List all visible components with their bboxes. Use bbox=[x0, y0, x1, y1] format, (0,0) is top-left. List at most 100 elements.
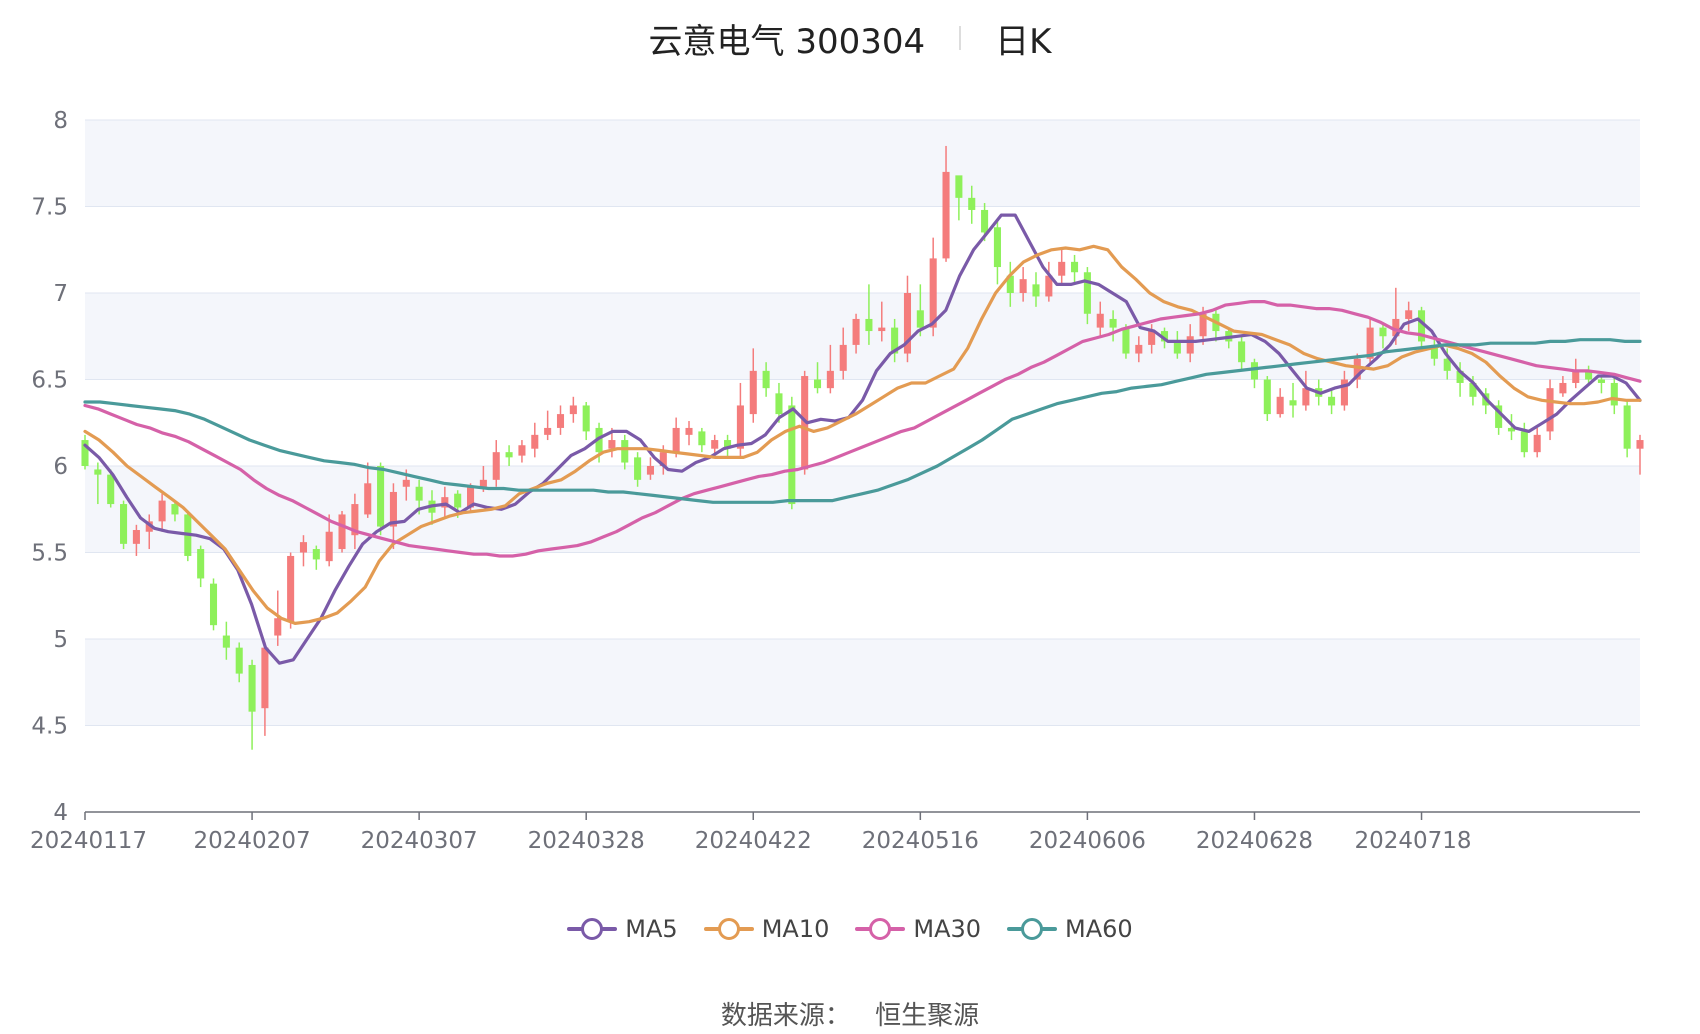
legend-item-ma60[interactable]: MA60 bbox=[1007, 915, 1133, 943]
candle bbox=[377, 462, 385, 536]
candle bbox=[261, 642, 269, 736]
x-tick-label: 20240422 bbox=[695, 828, 812, 854]
candle bbox=[1096, 301, 1104, 337]
candle bbox=[993, 220, 1001, 285]
candle-body bbox=[1122, 327, 1130, 354]
candle-body bbox=[1495, 405, 1503, 428]
candle bbox=[813, 362, 822, 394]
candle bbox=[1019, 267, 1027, 302]
x-tick-label: 20240718 bbox=[1354, 828, 1471, 854]
candle bbox=[1135, 336, 1143, 363]
candle-body bbox=[287, 555, 295, 622]
y-tick-label: 6 bbox=[53, 454, 68, 480]
candle bbox=[364, 462, 372, 518]
candle-body bbox=[813, 379, 822, 389]
candle-body bbox=[158, 500, 166, 522]
legend-symbol-icon bbox=[567, 917, 618, 941]
ma-line-ma10 bbox=[83, 244, 1642, 625]
chart-title-stock: 云意电气 300304 bbox=[649, 14, 926, 63]
candle bbox=[235, 642, 243, 683]
candle-body bbox=[1353, 358, 1361, 380]
candle-body bbox=[351, 504, 359, 536]
candle-body bbox=[1417, 310, 1426, 342]
candle-body bbox=[1379, 327, 1387, 337]
candle-body bbox=[479, 479, 487, 487]
legend-item-ma5[interactable]: MA5 bbox=[567, 915, 678, 943]
candle bbox=[801, 370, 809, 475]
candle-body bbox=[1559, 382, 1567, 394]
candle bbox=[1353, 353, 1361, 389]
candle bbox=[197, 545, 205, 588]
candle bbox=[878, 301, 886, 342]
candle bbox=[1610, 376, 1618, 415]
candle-body bbox=[685, 427, 693, 435]
candle bbox=[1289, 382, 1297, 418]
candle-body bbox=[891, 327, 899, 354]
candle bbox=[968, 185, 976, 224]
legend-item-ma30[interactable]: MA30 bbox=[855, 915, 981, 943]
data-source: 数据来源： 恒生聚源 bbox=[0, 995, 1700, 1032]
candle bbox=[903, 275, 912, 363]
candle bbox=[1340, 370, 1348, 411]
candle-body bbox=[1148, 331, 1156, 345]
candle-body bbox=[1186, 336, 1194, 354]
candle bbox=[826, 344, 834, 394]
candle bbox=[1058, 249, 1066, 285]
candle-body bbox=[364, 483, 372, 515]
candle bbox=[1623, 400, 1631, 458]
legend-symbol-icon bbox=[855, 917, 906, 941]
candle-body bbox=[145, 521, 153, 532]
candle-body bbox=[1430, 344, 1438, 359]
candle bbox=[1597, 376, 1605, 394]
candle-body bbox=[762, 370, 770, 389]
candle-body bbox=[595, 427, 603, 453]
candle-body bbox=[402, 479, 410, 487]
candle-body bbox=[775, 393, 783, 415]
legend-item-ma10[interactable]: MA10 bbox=[703, 915, 829, 943]
candle bbox=[441, 486, 449, 518]
candle-body bbox=[672, 427, 680, 453]
candle bbox=[788, 396, 796, 510]
candle-body bbox=[1405, 310, 1413, 319]
candle-body bbox=[788, 405, 796, 505]
ma-lines bbox=[83, 213, 1642, 665]
candle bbox=[1495, 400, 1503, 435]
candle-body bbox=[94, 469, 102, 475]
candle bbox=[634, 452, 642, 487]
candle bbox=[299, 535, 308, 567]
candle bbox=[158, 493, 166, 532]
kline-chart[interactable]: 4 4.5 5 5.5 6 6.5 7 7.5 8 20240117 20240207 2024030… bbox=[0, 0, 1700, 900]
candle bbox=[287, 552, 295, 629]
candle-body bbox=[801, 376, 809, 470]
candle-body bbox=[968, 197, 976, 210]
candle-body bbox=[492, 452, 500, 480]
candle-body bbox=[1019, 279, 1027, 293]
candle bbox=[120, 500, 128, 550]
candle bbox=[1186, 324, 1194, 363]
candle bbox=[1006, 261, 1014, 307]
legend-symbol-icon bbox=[1007, 917, 1058, 941]
candle-body bbox=[531, 434, 539, 449]
candle bbox=[865, 284, 873, 345]
candle-body bbox=[1276, 396, 1284, 415]
candle-body bbox=[826, 370, 834, 389]
candle-body bbox=[1533, 434, 1541, 453]
candle-body bbox=[518, 445, 526, 456]
candle-body bbox=[222, 635, 230, 648]
axes: 4 4.5 5 5.5 6 6.5 7 7.5 8 20240117 20240207 2024030… bbox=[30, 108, 1640, 854]
candle bbox=[248, 659, 256, 750]
candle-body bbox=[107, 474, 115, 505]
candle-body bbox=[634, 457, 642, 480]
candle bbox=[145, 514, 153, 550]
candle bbox=[1533, 427, 1541, 458]
candle bbox=[1302, 370, 1310, 411]
candle-body bbox=[865, 318, 873, 332]
candle-body bbox=[1610, 382, 1618, 406]
candle bbox=[916, 284, 924, 337]
candle bbox=[222, 621, 230, 660]
x-tick-label: 20240307 bbox=[361, 828, 478, 854]
candle-body bbox=[389, 491, 397, 527]
candle bbox=[1122, 324, 1130, 359]
candle-body bbox=[1520, 431, 1528, 453]
candle-body bbox=[903, 293, 912, 354]
